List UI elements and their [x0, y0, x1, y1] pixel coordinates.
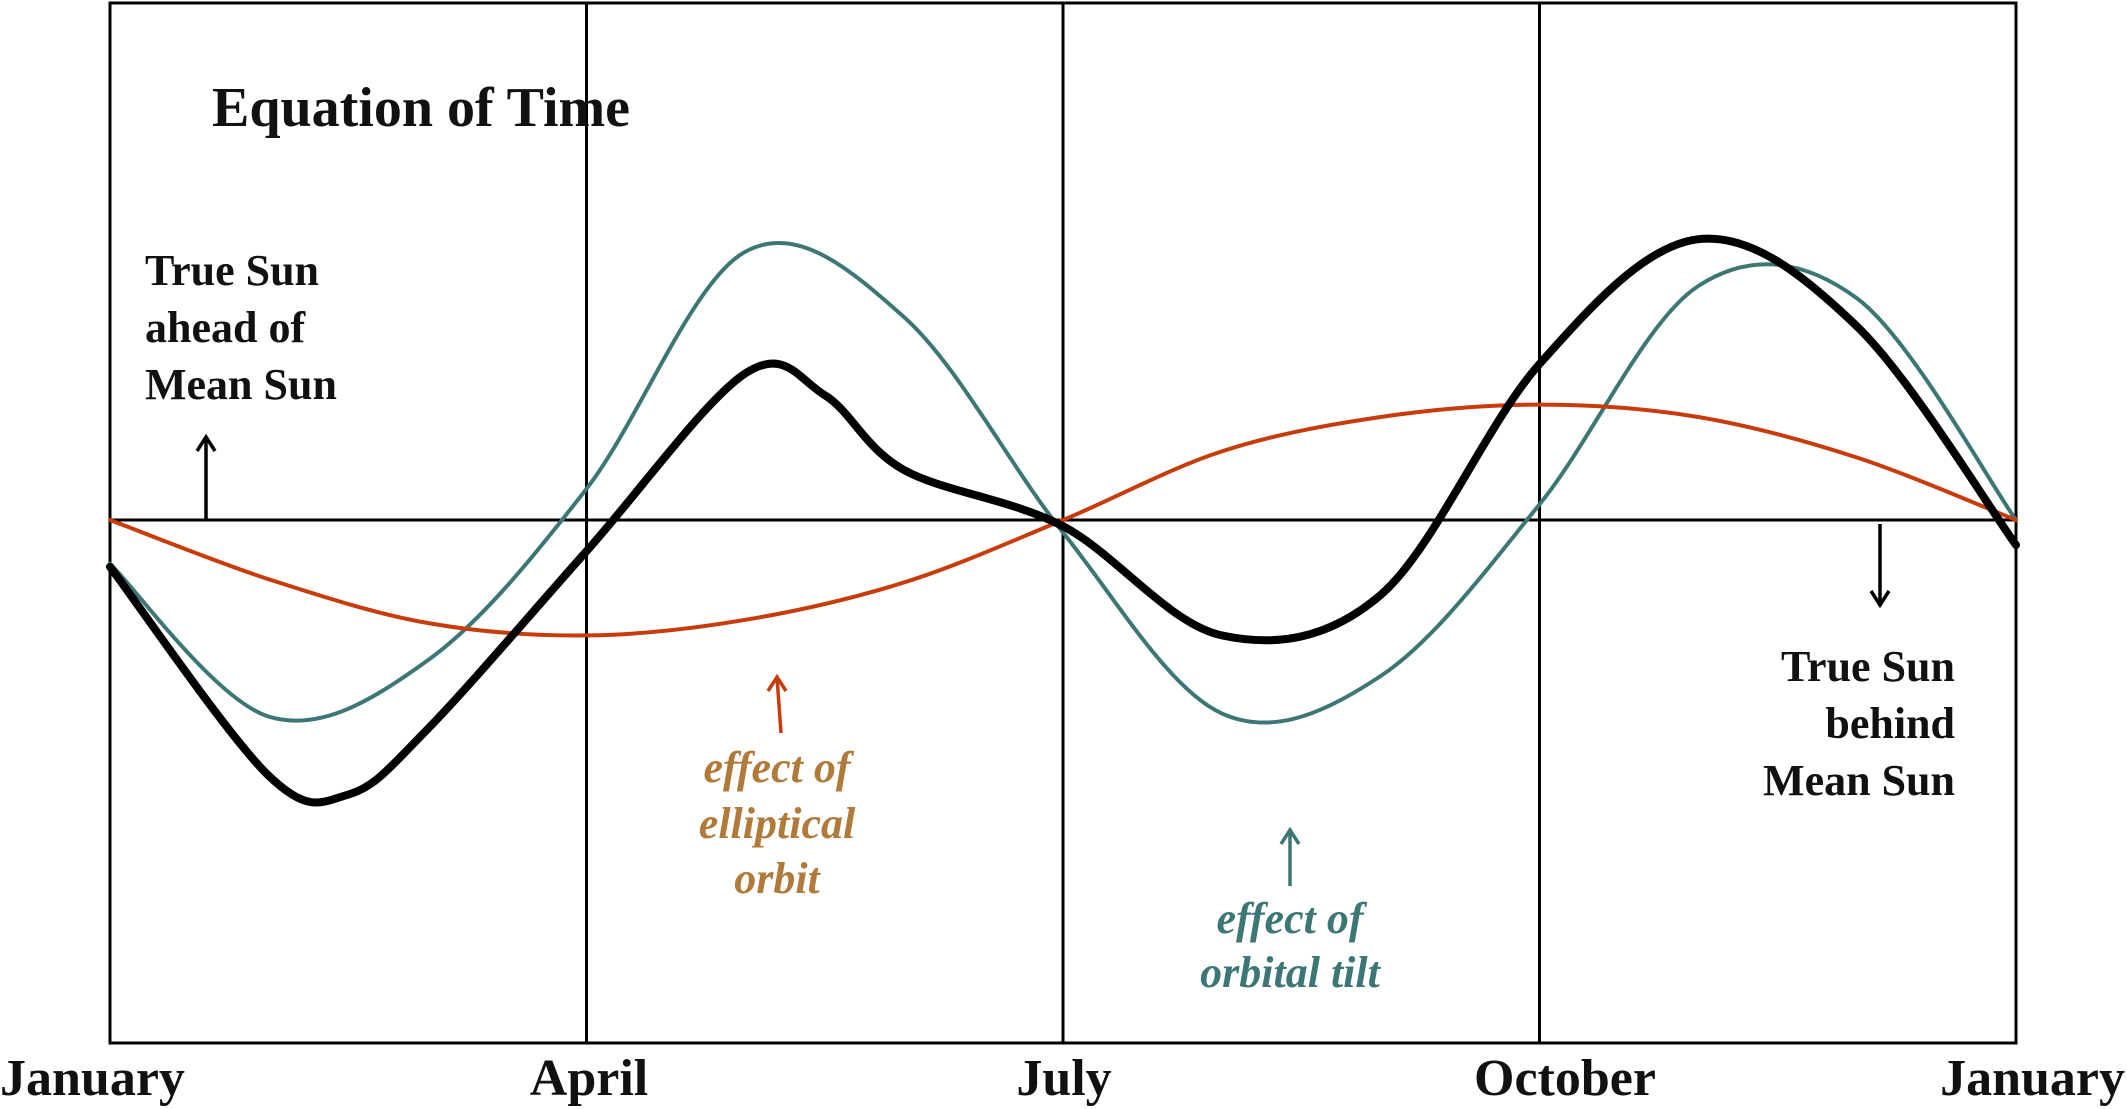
tilt-arrow-head — [1279, 826, 1301, 845]
elliptical-series-line — [108, 402, 2018, 638]
elliptical-arrow-shaft — [775, 676, 783, 734]
elliptical-line-1: effect of — [704, 743, 855, 792]
ahead-line-3: Mean Sun — [145, 360, 337, 409]
elliptical-arrow — [766, 673, 788, 734]
tilt-series-line — [108, 241, 2018, 725]
behind-line-2: behind — [1825, 699, 1955, 748]
behind-down-arrow-head — [1869, 590, 1891, 609]
tilt-line-1: effect of — [1217, 894, 1368, 943]
x-tick-label: July — [1016, 1050, 1111, 1107]
total-series-line — [106, 234, 2020, 807]
ahead-line-2: ahead of — [145, 303, 306, 352]
tilt-line-2: orbital tilt — [1200, 948, 1381, 997]
elliptical-line-3: orbit — [734, 854, 821, 903]
annotation-arrows — [195, 433, 1891, 886]
curves — [106, 234, 2020, 807]
tilt-arrow — [1279, 826, 1301, 886]
x-tick-label: January — [1940, 1050, 2125, 1107]
behind-line-1: True Sun — [1781, 642, 1955, 691]
x-tick-label: January — [0, 1050, 185, 1107]
tilt-annotation: effect of orbital tilt — [1200, 894, 1381, 997]
behind-line-3: Mean Sun — [1763, 756, 1955, 805]
x-tick-labels: January April July October January — [0, 1050, 2125, 1107]
ahead-annotation: True Sun ahead of Mean Sun — [145, 246, 337, 409]
elliptical-annotation: effect of elliptical orbit — [699, 743, 856, 903]
behind-down-arrow — [1869, 524, 1891, 609]
elliptical-arrow-head — [766, 673, 788, 692]
ahead-up-arrow-head — [195, 433, 217, 452]
ahead-line-1: True Sun — [145, 246, 319, 295]
behind-annotation: True Sun behind Mean Sun — [1763, 642, 1955, 805]
elliptical-line-2: elliptical — [699, 799, 856, 848]
x-tick-label: April — [530, 1050, 648, 1107]
chart-title: Equation of Time — [212, 77, 630, 139]
ahead-up-arrow — [195, 433, 217, 520]
x-tick-label: October — [1474, 1050, 1656, 1107]
